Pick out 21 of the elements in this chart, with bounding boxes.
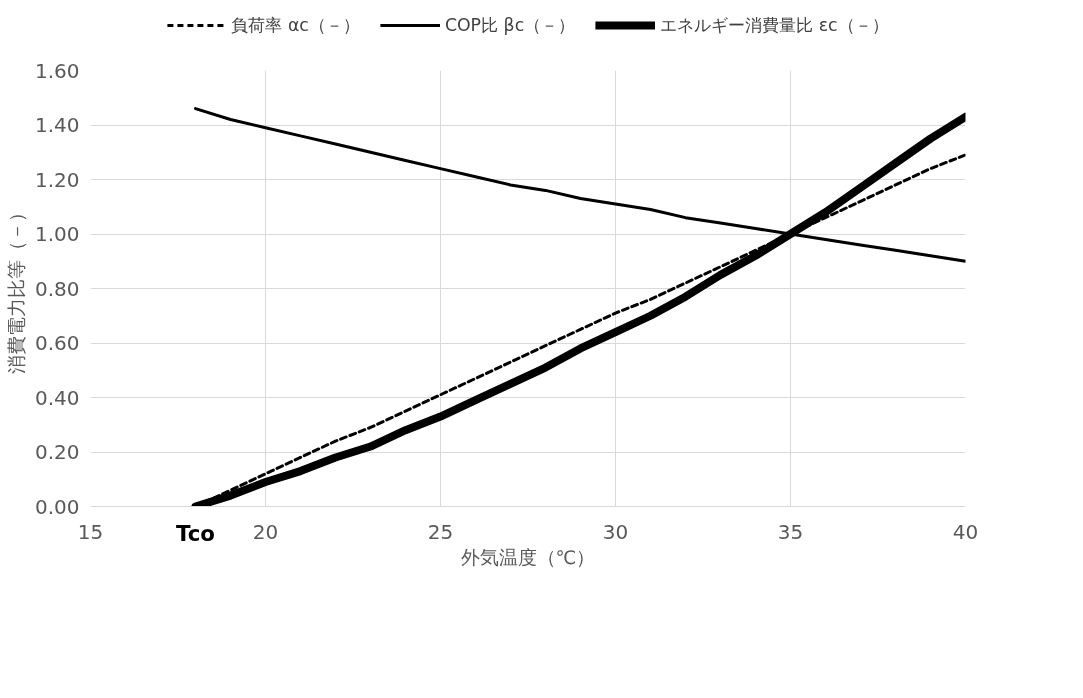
x-tick-label: 25 [427,519,454,544]
y-tick-label: 1.60 [34,58,80,83]
x-tick-label: 15 [77,519,104,544]
x-axis-title: 外気温度（℃） [460,546,596,568]
y-axis-title: 消費電力比等（－） [5,203,27,374]
y-tick-label: 1.20 [34,167,80,192]
y-tick-label: 0.80 [34,276,80,301]
x-tick-label: 35 [777,519,804,544]
y-tick-label: 0.00 [34,494,80,519]
legend-label: 負荷率 αc（－） [231,14,360,37]
y-tick-label: 0.40 [34,385,80,410]
text: Tco [175,520,216,546]
y-tick-label: 1.00 [34,222,80,246]
legend-label: エネルギー消費量比 εc（－） [660,14,889,37]
y-tick-label: 0.20 [34,440,80,464]
y-tick-label: 1.40 [34,113,80,137]
y-tick-label: 0.60 [34,331,80,355]
x-tick-label: 40 [952,519,979,544]
legend-label: COP比 βc（－） [444,14,576,37]
x-tick-label: 20 [252,519,279,544]
x-tick-label: 30 [602,519,629,544]
